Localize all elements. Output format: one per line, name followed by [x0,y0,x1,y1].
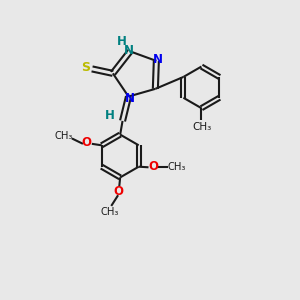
Text: O: O [82,136,92,149]
Text: N: N [124,44,134,57]
Text: CH₃: CH₃ [100,207,119,217]
Text: O: O [113,185,123,198]
Text: O: O [148,160,159,173]
Text: H: H [105,109,115,122]
Text: CH₃: CH₃ [168,162,186,172]
Text: H: H [117,35,127,48]
Text: CH₃: CH₃ [192,122,212,132]
Text: S: S [81,61,90,74]
Text: N: N [153,53,163,66]
Text: N: N [125,92,135,104]
Text: CH₃: CH₃ [55,131,74,141]
